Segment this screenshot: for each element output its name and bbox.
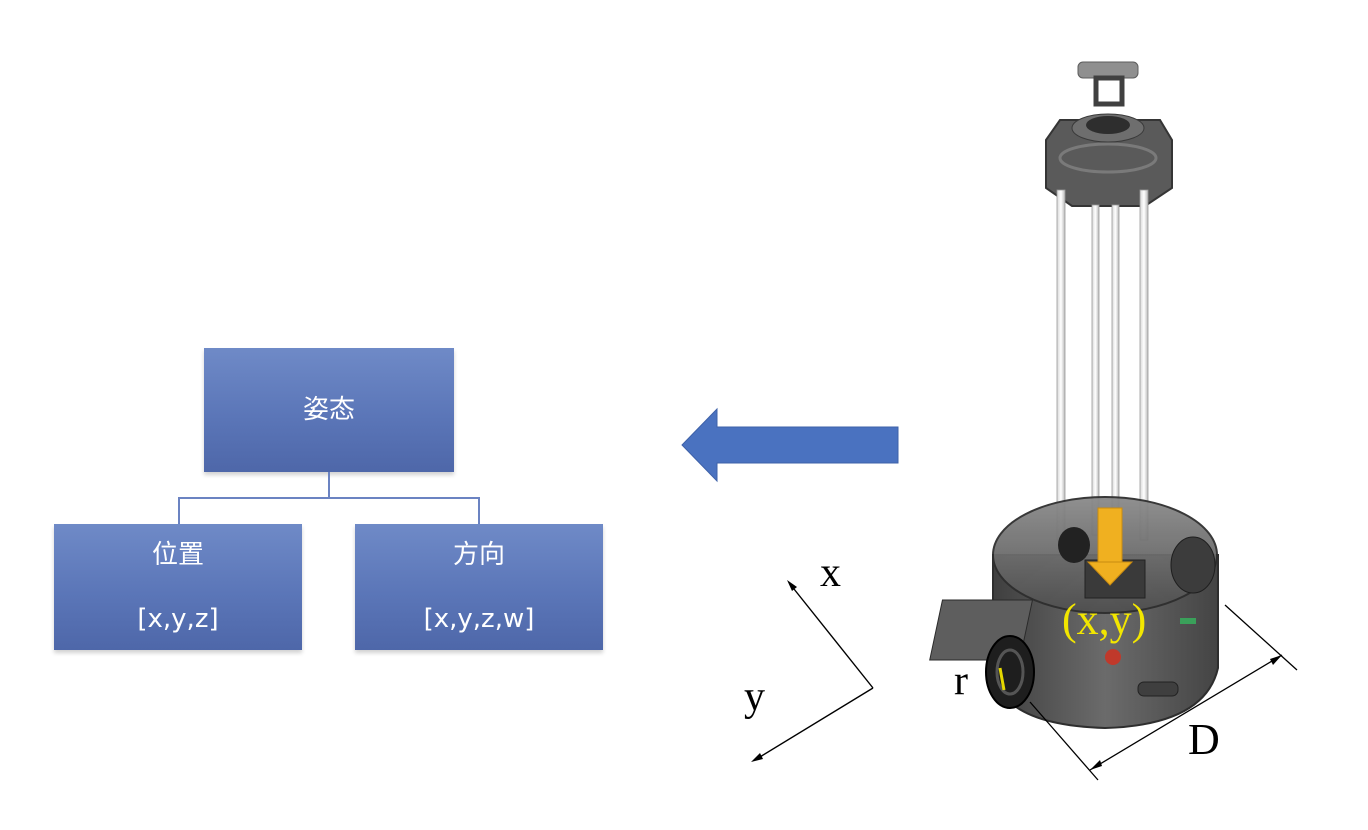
connector-vertical-right	[478, 497, 480, 524]
left-arrow-icon	[681, 407, 899, 483]
orientation-box: 方向 [x,y,z,w]	[355, 524, 603, 650]
connector-vertical-root	[328, 472, 330, 498]
connector-vertical-left	[178, 497, 180, 524]
diameter-label: D	[1188, 715, 1220, 764]
position-label: 位置	[151, 540, 204, 570]
wheel-radius-label: r	[954, 658, 968, 704]
robot-position-label: (x,y)	[1062, 595, 1147, 644]
connector-horizontal	[178, 497, 480, 499]
diameter-dimension-line	[1089, 654, 1283, 771]
robot-illustration	[929, 61, 1298, 781]
y-axis-arrowhead	[751, 753, 763, 762]
x-axis-arrowhead	[787, 580, 797, 591]
pose-label: 姿态	[302, 395, 355, 425]
x-axis-line	[789, 583, 874, 689]
x-axis-label: x	[820, 550, 841, 596]
y-axis-line	[754, 687, 874, 761]
orientation-value: [x,y,z,w]	[423, 604, 535, 634]
pose-box: 姿态	[204, 348, 454, 472]
position-marker-arrow-icon	[1086, 507, 1134, 586]
position-box: 位置 [x,y,z]	[54, 524, 302, 650]
coordinate-axes	[751, 580, 874, 762]
orientation-label: 方向	[452, 540, 505, 570]
position-value: [x,y,z]	[137, 604, 219, 634]
y-axis-label: y	[744, 674, 765, 720]
